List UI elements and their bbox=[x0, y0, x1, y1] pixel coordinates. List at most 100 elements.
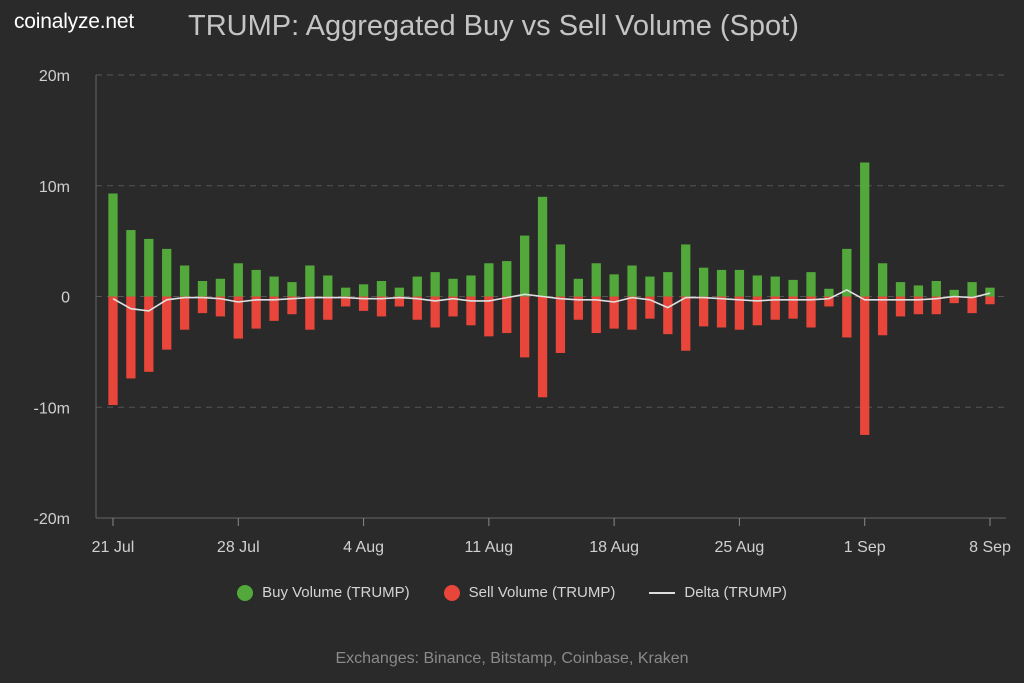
buy-volume-swatch-icon bbox=[237, 584, 254, 601]
buy-volume-bar bbox=[179, 265, 190, 297]
buy-volume-bar bbox=[698, 267, 709, 297]
x-tick-label: 18 Aug bbox=[589, 539, 639, 556]
sell-volume-bar bbox=[752, 296, 762, 326]
buy-volume-bar bbox=[627, 265, 637, 297]
x-tick-label: 21 Jul bbox=[92, 539, 135, 556]
chart-title: TRUMP: Aggregated Buy vs Sell Volume (Sp… bbox=[188, 10, 799, 42]
buy-volume-bar bbox=[752, 275, 762, 297]
buy-volume-bar bbox=[824, 288, 834, 297]
sell-volume-bar bbox=[967, 296, 977, 314]
sell-volume-bar bbox=[179, 296, 190, 330]
buy-volume-bar bbox=[215, 278, 226, 297]
x-tick-label: 1 Sep bbox=[844, 539, 886, 556]
buy-volume-bar bbox=[287, 282, 297, 297]
legend-buy-label: Buy Volume (TRUMP) bbox=[262, 584, 410, 601]
buy-volume-bar bbox=[931, 280, 941, 297]
sell-volume-bar bbox=[430, 296, 440, 328]
buy-volume-bar bbox=[842, 248, 852, 297]
sell-volume-bar bbox=[734, 296, 745, 330]
buy-volume-bar bbox=[466, 275, 476, 297]
sell-volume-bar bbox=[162, 296, 172, 350]
sell-volume-bar bbox=[126, 296, 136, 379]
buy-volume-bar bbox=[305, 265, 315, 297]
buy-volume-bar bbox=[555, 244, 566, 297]
sell-volume-bar bbox=[842, 296, 852, 338]
buy-volume-bar bbox=[949, 289, 959, 297]
buy-volume-bar bbox=[716, 269, 727, 297]
sell-volume-bar bbox=[913, 296, 924, 315]
sell-volume-bar bbox=[197, 296, 208, 314]
buy-volume-bar bbox=[663, 272, 673, 297]
sell-volume-bar bbox=[466, 296, 476, 326]
buy-volume-bar bbox=[341, 287, 351, 297]
buy-volume-bar bbox=[519, 235, 530, 297]
legend-delta[interactable]: Delta (TRUMP) bbox=[649, 584, 787, 601]
sell-volume-bar bbox=[323, 296, 333, 320]
sell-volume-bar bbox=[215, 296, 226, 317]
chart-legend: Buy Volume (TRUMP) Sell Volume (TRUMP) D… bbox=[0, 584, 1024, 601]
sell-volume-bar bbox=[502, 296, 512, 334]
sell-volume-bar bbox=[806, 296, 816, 328]
sell-volume-bar bbox=[394, 296, 405, 307]
legend-sell-label: Sell Volume (TRUMP) bbox=[468, 584, 616, 601]
sell-volume-bar bbox=[251, 296, 261, 329]
buy-volume-bar bbox=[573, 278, 584, 297]
buy-volume-bar bbox=[645, 276, 655, 297]
sell-volume-bar bbox=[412, 296, 422, 320]
buy-volume-bar bbox=[197, 280, 208, 297]
buy-volume-bar bbox=[323, 275, 333, 297]
y-tick-label: 20m bbox=[39, 68, 70, 85]
legend-delta-label: Delta (TRUMP) bbox=[684, 584, 787, 601]
buy-volume-bar bbox=[770, 276, 780, 297]
sell-volume-bar bbox=[824, 296, 834, 307]
buy-volume-bar bbox=[484, 263, 494, 297]
sell-volume-bar bbox=[591, 296, 601, 334]
sell-volume-bar bbox=[519, 296, 530, 358]
buy-volume-bar bbox=[681, 244, 691, 297]
legend-buy-volume[interactable]: Buy Volume (TRUMP) bbox=[237, 584, 410, 601]
sell-volume-bar bbox=[144, 296, 154, 372]
sell-volume-bar bbox=[877, 296, 888, 336]
sell-volume-bar bbox=[860, 296, 870, 435]
brand-logo[interactable]: coinalyze.net bbox=[14, 10, 134, 33]
buy-volume-bar bbox=[913, 285, 924, 297]
buy-volume-bar bbox=[233, 263, 243, 297]
sell-volume-bar bbox=[985, 296, 995, 305]
buy-volume-bar bbox=[394, 287, 405, 297]
sell-volume-bar bbox=[770, 296, 780, 320]
sell-volume-bar bbox=[537, 296, 548, 398]
buy-volume-bar bbox=[358, 284, 369, 297]
x-tick-label: 4 Aug bbox=[343, 539, 384, 556]
sell-volume-bar bbox=[573, 296, 584, 320]
y-tick-label: -20m bbox=[34, 511, 70, 528]
sell-volume-bar bbox=[931, 296, 941, 315]
sell-volume-bar bbox=[341, 296, 351, 307]
sell-volume-bar bbox=[358, 296, 369, 311]
delta-swatch-icon bbox=[649, 591, 676, 594]
buy-volume-bar bbox=[967, 282, 977, 297]
sell-volume-bar bbox=[627, 296, 637, 330]
sell-volume-bar bbox=[788, 296, 798, 319]
sell-volume-bar bbox=[305, 296, 315, 330]
y-tick-label: 0 bbox=[61, 290, 70, 307]
sell-volume-bar bbox=[681, 296, 691, 351]
sell-volume-bar bbox=[448, 296, 458, 317]
x-tick-label: 11 Aug bbox=[465, 539, 514, 556]
buy-volume-bar bbox=[108, 193, 118, 297]
buy-volume-bar bbox=[126, 230, 136, 297]
legend-sell-volume[interactable]: Sell Volume (TRUMP) bbox=[443, 584, 616, 601]
delta-line bbox=[112, 288, 991, 312]
sell-volume-bar bbox=[484, 296, 494, 337]
buy-volume-bar bbox=[502, 261, 512, 297]
sell-volume-bar bbox=[645, 296, 655, 319]
x-tick-label: 8 Sep bbox=[969, 539, 1011, 556]
sell-volume-bar bbox=[949, 296, 959, 304]
buy-volume-bar bbox=[430, 272, 440, 297]
y-tick-label: 10m bbox=[39, 179, 70, 196]
buy-volume-bar bbox=[162, 248, 172, 297]
buy-volume-bar bbox=[251, 269, 261, 297]
buy-volume-bar bbox=[877, 263, 888, 297]
sell-volume-bar bbox=[663, 296, 673, 335]
sell-volume-bar bbox=[609, 296, 619, 329]
